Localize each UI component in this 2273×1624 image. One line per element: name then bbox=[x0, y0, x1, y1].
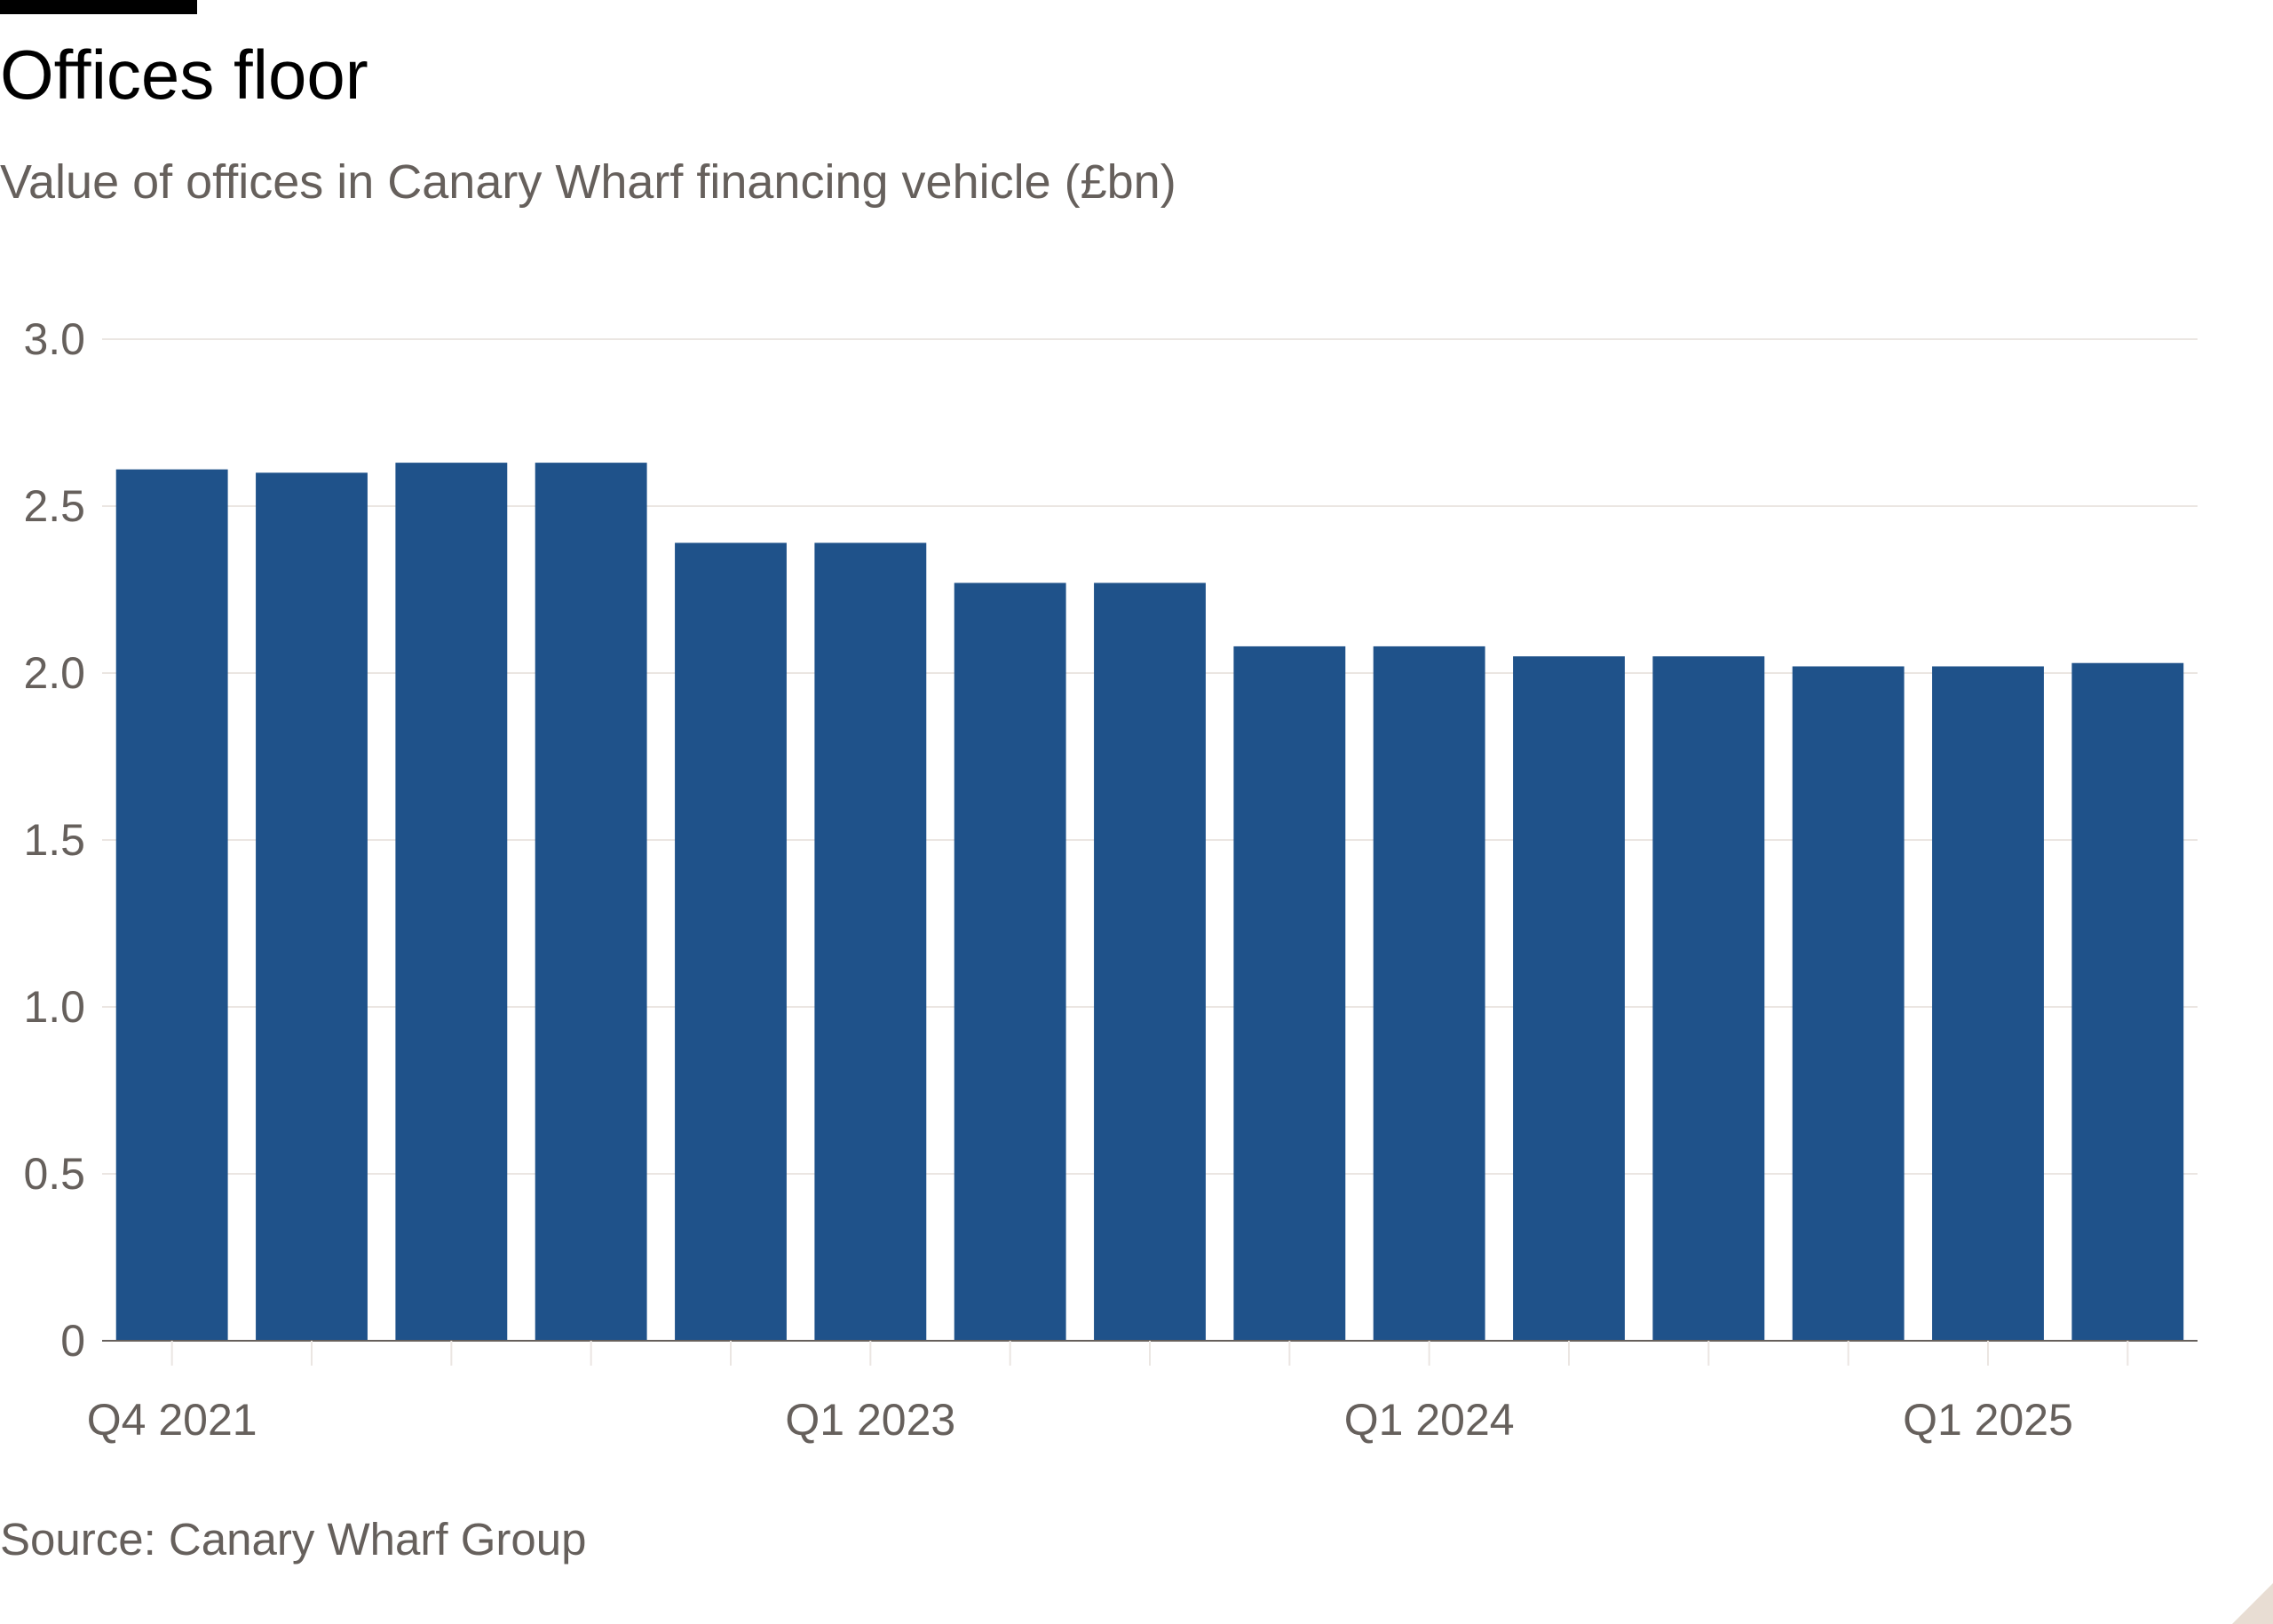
y-tick-label: 1.5 bbox=[23, 815, 85, 865]
bar bbox=[814, 543, 927, 1341]
chart-title: Offices floor bbox=[0, 36, 368, 114]
corner-fold-mark bbox=[2232, 1583, 2273, 1624]
x-tick-label: Q1 2024 bbox=[1344, 1395, 1515, 1445]
bar bbox=[1932, 666, 2044, 1341]
y-tick-label: 0 bbox=[60, 1316, 85, 1366]
bar bbox=[535, 463, 647, 1341]
bar bbox=[2071, 662, 2184, 1341]
bar bbox=[675, 543, 787, 1341]
bar bbox=[115, 469, 228, 1341]
x-tick-label: Q1 2025 bbox=[1903, 1395, 2073, 1445]
x-tick-label: Q1 2023 bbox=[785, 1395, 955, 1445]
bar bbox=[1652, 656, 1765, 1341]
x-axis: Q4 2021 Q1 2023 Q1 2024 Q1 2025 bbox=[87, 1340, 2198, 1445]
bar bbox=[1094, 582, 1206, 1341]
y-tick-label: 1.0 bbox=[23, 982, 85, 1032]
bar bbox=[1373, 646, 1485, 1341]
chart-source: Source: Canary Wharf Group bbox=[0, 1514, 587, 1565]
bar bbox=[395, 463, 508, 1341]
bar bbox=[1513, 656, 1625, 1341]
bar bbox=[256, 472, 368, 1341]
y-tick-label: 2.5 bbox=[23, 481, 85, 531]
y-tick-label: 0.5 bbox=[23, 1149, 85, 1199]
bars bbox=[115, 463, 2184, 1341]
bar bbox=[954, 582, 1066, 1341]
y-tick-label: 3.0 bbox=[23, 314, 85, 364]
x-tick-label: Q4 2021 bbox=[87, 1395, 257, 1445]
bar-chart: 0 0.5 1.0 1.5 2.0 2.5 3.0 Q4 2021 Q1 2023 Q1 202… bbox=[23, 314, 2198, 1445]
bar bbox=[1792, 666, 1905, 1341]
bar bbox=[1233, 646, 1346, 1341]
top-accent-bar bbox=[0, 0, 197, 14]
y-tick-label: 2.0 bbox=[23, 648, 85, 698]
y-axis-tick-labels: 0 0.5 1.0 1.5 2.0 2.5 3.0 bbox=[23, 314, 85, 1366]
chart-subtitle: Value of offices in Canary Wharf financi… bbox=[0, 155, 1176, 209]
